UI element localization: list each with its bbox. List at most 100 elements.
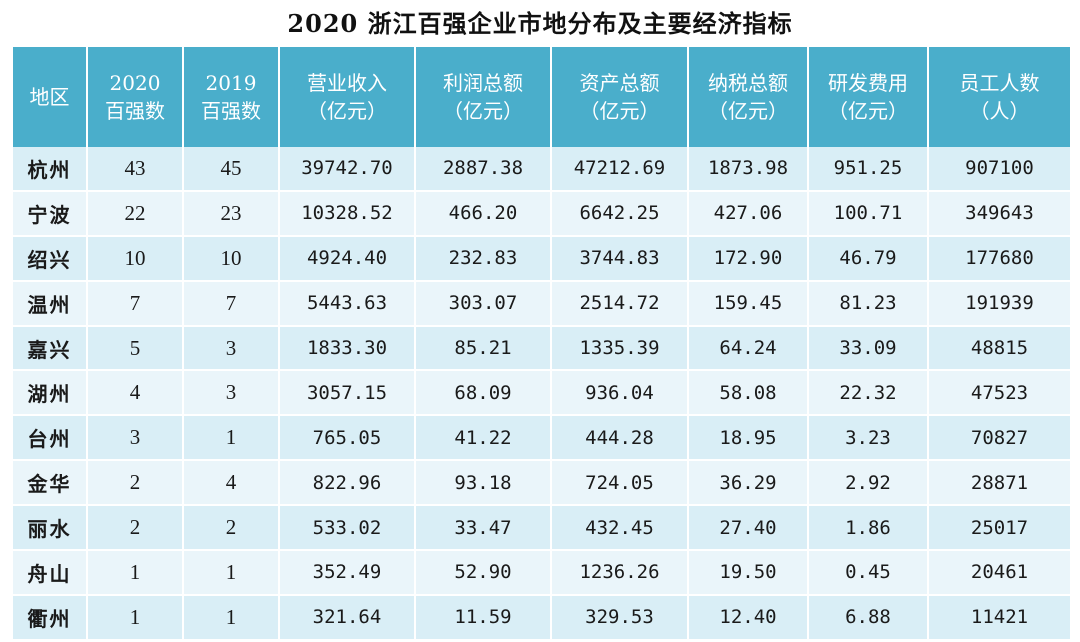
cell-rnd: 2.92 (808, 460, 929, 507)
cell-rnd: 100.71 (808, 190, 929, 237)
table-row: 台州 3 1 765.05 41.22 444.28 18.95 3.23 70827 (13, 415, 1070, 462)
cell-assets: 724.05 (551, 460, 689, 507)
cell-revenue: 822.96 (279, 460, 416, 507)
cell-region: 台州 (13, 415, 88, 462)
cell-region: 温州 (13, 280, 88, 327)
cell-assets: 432.45 (551, 505, 689, 552)
cell-count-2019: 45 (183, 147, 280, 192)
cell-count-2020: 1 (87, 550, 184, 596)
column-header-revenue: 营业收入 （亿元） (279, 47, 416, 147)
cell-profit: 93.18 (415, 460, 552, 507)
table-row: 衢州 1 1 321.64 11.59 329.53 12.40 6.88 11421 (13, 594, 1070, 641)
cell-count-2020: 7 (87, 280, 184, 327)
cell-count-2020: 10 (87, 235, 184, 282)
column-header-employees: 员工人数 （人） (928, 47, 1070, 147)
cell-count-2020: 3 (87, 415, 184, 462)
cell-assets: 329.53 (551, 594, 689, 641)
cell-revenue: 1833.30 (279, 325, 416, 372)
column-header-tax: 纳税总额 （亿元） (688, 47, 809, 147)
cell-employees: 25017 (928, 505, 1070, 552)
cell-count-2020: 2 (87, 505, 184, 552)
cell-employees: 349643 (928, 190, 1070, 237)
cell-count-2019: 2 (183, 505, 280, 552)
cell-assets: 47212.69 (551, 147, 689, 192)
column-header-2020-count: 2020 百强数 (87, 47, 184, 147)
economic-indicators-table: 地区 2020 百强数 2019 百强数 营业收入 （亿元） 利润总额 （亿元） 资产总… (13, 47, 1070, 641)
table-row: 宁波 22 23 10328.52 466.20 6642.25 427.06 100.71 3… (13, 190, 1070, 237)
cell-count-2019: 1 (183, 415, 280, 462)
cell-rnd: 6.88 (808, 594, 929, 641)
cell-count-2019: 7 (183, 280, 280, 327)
table-row: 金华 2 4 822.96 93.18 724.05 36.29 2.92 28871 (13, 460, 1070, 507)
cell-revenue: 3057.15 (279, 370, 416, 417)
cell-count-2019: 4 (183, 460, 280, 507)
cell-count-2020: 1 (87, 594, 184, 641)
cell-profit: 303.07 (415, 280, 552, 327)
cell-rnd: 33.09 (808, 325, 929, 372)
cell-assets: 1236.26 (551, 550, 689, 596)
cell-assets: 6642.25 (551, 190, 689, 237)
cell-count-2019: 3 (183, 370, 280, 417)
cell-employees: 191939 (928, 280, 1070, 327)
cell-profit: 33.47 (415, 505, 552, 552)
column-header-profit: 利润总额 （亿元） (415, 47, 552, 147)
cell-profit: 85.21 (415, 325, 552, 372)
column-header-rnd: 研发费用 （亿元） (808, 47, 929, 147)
cell-employees: 20461 (928, 550, 1070, 596)
table-header-row: 地区 2020 百强数 2019 百强数 营业收入 （亿元） 利润总额 （亿元） 资产总… (13, 47, 1070, 147)
cell-region: 湖州 (13, 370, 88, 417)
cell-revenue: 10328.52 (279, 190, 416, 237)
cell-profit: 466.20 (415, 190, 552, 237)
cell-region: 丽水 (13, 505, 88, 552)
cell-tax: 58.08 (688, 370, 809, 417)
table-body: 杭州 43 45 39742.70 2887.38 47212.69 1873.98 951.… (13, 147, 1070, 641)
cell-region: 金华 (13, 460, 88, 507)
cell-tax: 27.40 (688, 505, 809, 552)
cell-count-2020: 4 (87, 370, 184, 417)
cell-profit: 52.90 (415, 550, 552, 596)
cell-revenue: 352.49 (279, 550, 416, 596)
cell-region: 舟山 (13, 550, 88, 596)
cell-region: 衢州 (13, 594, 88, 641)
cell-tax: 172.90 (688, 235, 809, 282)
cell-tax: 12.40 (688, 594, 809, 641)
cell-rnd: 0.45 (808, 550, 929, 596)
cell-rnd: 81.23 (808, 280, 929, 327)
cell-revenue: 321.64 (279, 594, 416, 641)
table-row: 绍兴 10 10 4924.40 232.83 3744.83 172.90 46.79 177… (13, 235, 1070, 282)
cell-rnd: 46.79 (808, 235, 929, 282)
cell-tax: 19.50 (688, 550, 809, 596)
table-row: 湖州 4 3 3057.15 68.09 936.04 58.08 22.32 47523 (13, 370, 1070, 417)
cell-region: 绍兴 (13, 235, 88, 282)
table-row: 温州 7 7 5443.63 303.07 2514.72 159.45 81.23 19193… (13, 280, 1070, 327)
cell-count-2020: 22 (87, 190, 184, 237)
cell-assets: 1335.39 (551, 325, 689, 372)
cell-profit: 232.83 (415, 235, 552, 282)
cell-revenue: 533.02 (279, 505, 416, 552)
cell-employees: 28871 (928, 460, 1070, 507)
cell-tax: 36.29 (688, 460, 809, 507)
cell-profit: 41.22 (415, 415, 552, 462)
cell-profit: 2887.38 (415, 147, 552, 192)
cell-tax: 64.24 (688, 325, 809, 372)
column-header-assets: 资产总额 （亿元） (551, 47, 689, 147)
cell-region: 杭州 (13, 147, 88, 192)
cell-tax: 159.45 (688, 280, 809, 327)
cell-count-2019: 23 (183, 190, 280, 237)
cell-tax: 1873.98 (688, 147, 809, 192)
cell-employees: 907100 (928, 147, 1070, 192)
table-row: 丽水 2 2 533.02 33.47 432.45 27.40 1.86 25017 (13, 505, 1070, 552)
table-title: 2020 浙江百强企业市地分布及主要经济指标 (287, 9, 793, 38)
cell-rnd: 22.32 (808, 370, 929, 417)
cell-region: 宁波 (13, 190, 88, 237)
cell-count-2019: 1 (183, 550, 280, 596)
cell-employees: 177680 (928, 235, 1070, 282)
cell-count-2020: 43 (87, 147, 184, 192)
cell-rnd: 1.86 (808, 505, 929, 552)
column-header-2019-count: 2019 百强数 (183, 47, 280, 147)
cell-revenue: 5443.63 (279, 280, 416, 327)
cell-count-2019: 10 (183, 235, 280, 282)
cell-revenue: 39742.70 (279, 147, 416, 192)
cell-assets: 2514.72 (551, 280, 689, 327)
cell-profit: 68.09 (415, 370, 552, 417)
